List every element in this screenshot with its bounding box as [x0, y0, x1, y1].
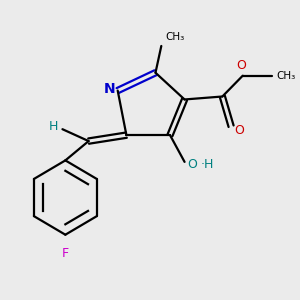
- Text: F: F: [62, 247, 69, 260]
- Text: CH₃: CH₃: [276, 71, 296, 81]
- Text: H: H: [49, 120, 58, 133]
- Text: CH₃: CH₃: [166, 32, 185, 42]
- Text: N: N: [104, 82, 116, 96]
- Text: O: O: [236, 59, 246, 72]
- Text: O: O: [188, 158, 197, 171]
- Text: O: O: [234, 124, 244, 137]
- Text: ·H: ·H: [201, 158, 214, 171]
